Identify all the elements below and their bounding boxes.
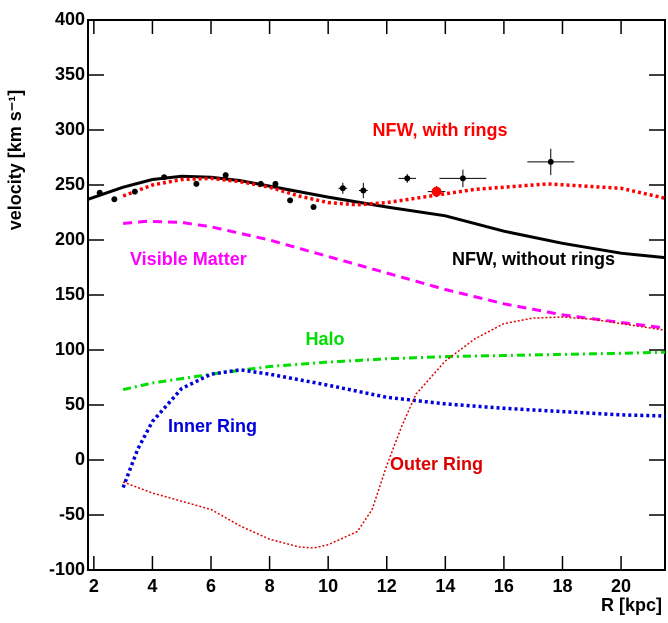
x-tick-label: 4	[147, 576, 157, 596]
x-tick-label: 14	[435, 576, 455, 596]
data-point	[459, 175, 466, 182]
x-tick-label: 8	[265, 576, 275, 596]
x-axis-label: R [kpc]	[601, 595, 662, 615]
x-tick-label: 18	[552, 576, 572, 596]
y-tick-label: 300	[55, 119, 85, 139]
y-tick-label: 400	[55, 9, 85, 29]
data-point	[193, 180, 200, 187]
x-tick-label: 6	[206, 576, 216, 596]
y-tick-label: -50	[59, 504, 85, 524]
data-point	[339, 185, 346, 192]
curve	[122, 316, 666, 549]
y-tick-label: 150	[55, 284, 85, 304]
data-point	[310, 204, 317, 210]
y-tick-label: 200	[55, 229, 85, 249]
x-tick-label: 10	[318, 576, 338, 596]
curve	[87, 174, 666, 260]
curve	[122, 176, 666, 207]
data-point	[404, 175, 411, 182]
data-point	[96, 189, 103, 196]
curve-label: NFW, without rings	[452, 249, 615, 269]
data-point	[287, 197, 294, 204]
curve	[123, 219, 666, 330]
data-point	[222, 172, 229, 179]
x-tick-label: 12	[377, 576, 397, 596]
curve	[122, 350, 666, 392]
y-axis-label: velocity [km s⁻¹]	[5, 90, 25, 231]
data-point	[431, 186, 442, 197]
data-point	[547, 158, 554, 165]
y-tick-label: 100	[55, 339, 85, 359]
data-point	[360, 187, 367, 194]
curve-label: NFW, with rings	[373, 120, 508, 140]
y-tick-label: 350	[55, 64, 85, 84]
curve-label: Outer Ring	[390, 454, 483, 474]
y-tick-label: -100	[49, 559, 85, 579]
curve-label: Visible Matter	[130, 249, 247, 269]
data-point	[257, 180, 264, 187]
curve-label: Halo	[305, 329, 344, 349]
curve	[121, 368, 666, 489]
y-tick-label: 0	[75, 449, 85, 469]
x-tick-label: 20	[611, 576, 631, 596]
plot-frame	[87, 19, 666, 571]
y-tick-label: 50	[65, 394, 85, 414]
curve-label: Inner Ring	[168, 416, 257, 436]
data-point	[131, 188, 138, 195]
x-tick-label: 2	[89, 576, 99, 596]
data-point	[111, 196, 118, 203]
data-point	[161, 174, 168, 181]
x-tick-label: 16	[494, 576, 514, 596]
data-point	[272, 180, 279, 187]
y-tick-label: 250	[55, 174, 85, 194]
